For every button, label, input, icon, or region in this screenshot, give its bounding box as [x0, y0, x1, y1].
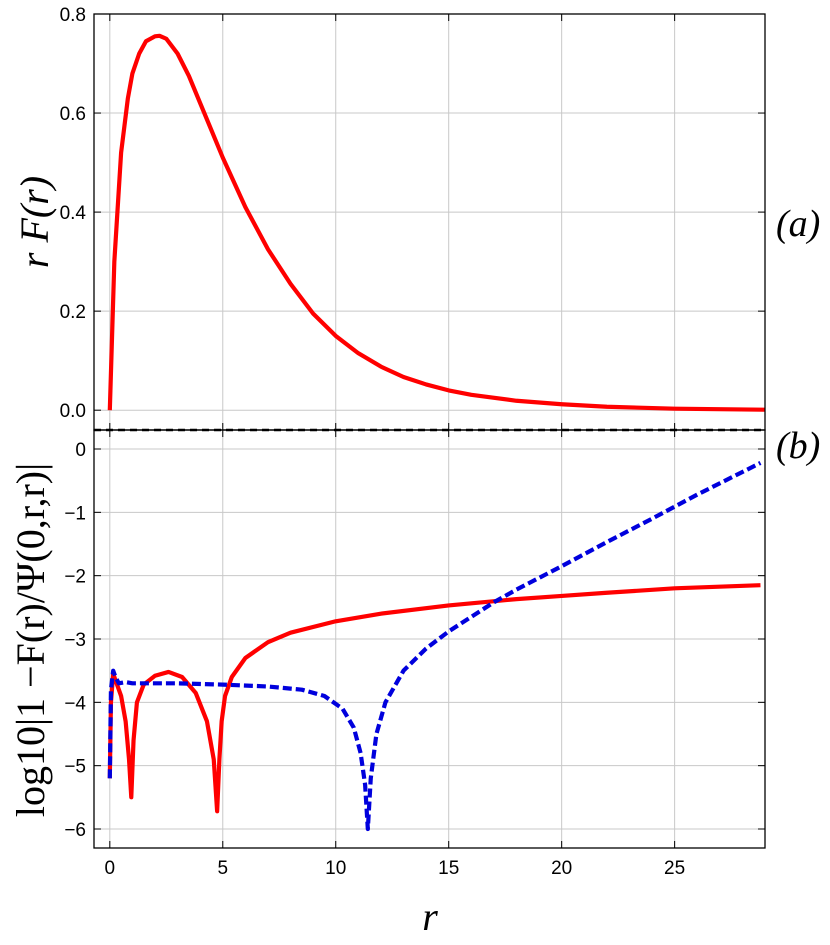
y-axis-title-a: r F(r) — [12, 176, 57, 268]
panel-a: 0.0 0.2 0.4 0.6 0.8 r F(r) (a) — [12, 5, 820, 431]
y-ticks-a: 0.0 0.2 0.4 0.6 0.8 — [60, 5, 87, 422]
panel-b: 0 −1 −2 −3 −4 −5 −6 0 5 10 15 20 25 log10|1 −F(r)/Ψ… — [8, 425, 820, 939]
y-tick-label: 0.4 — [60, 203, 87, 224]
plot-frame-a — [93, 13, 766, 431]
y-tick-label: 0 — [75, 440, 86, 461]
x-tick-label: 0 — [105, 858, 116, 879]
y-ticks-b: 0 −1 −2 −3 −4 −5 −6 — [64, 440, 86, 841]
panel-label-a: (a) — [776, 203, 820, 245]
x-tick-label: 10 — [325, 858, 346, 879]
series-line-1 — [107, 583, 761, 814]
y-tick-label: −6 — [64, 820, 86, 841]
series-line-2 — [107, 461, 762, 832]
y-tick-label: 0.0 — [60, 401, 86, 422]
x-axis-title: r — [422, 894, 438, 939]
series-a — [107, 33, 766, 412]
y-tick-label: −2 — [64, 567, 86, 588]
panel-label-b: (b) — [776, 425, 820, 467]
series-b — [107, 461, 762, 832]
x-tick-label: 5 — [217, 858, 228, 879]
y-tick-label: 0.8 — [60, 5, 86, 26]
x-tick-label: 25 — [664, 858, 685, 879]
grid-b — [94, 430, 765, 848]
x-tick-label: 20 — [551, 858, 572, 879]
grid-a — [94, 13, 765, 430]
x-ticks-b: 0 5 10 15 20 25 — [105, 858, 686, 879]
plot-frame-b — [93, 429, 766, 849]
y-tick-label: −4 — [64, 693, 86, 714]
y-tick-label: −1 — [64, 503, 86, 524]
series-line-1 — [107, 33, 766, 412]
y-axis-title-b: log10|1 −F(r)/Ψ(0,r,r)| — [8, 463, 53, 817]
y-tick-label: −5 — [64, 757, 86, 778]
y-tick-label: 0.6 — [60, 104, 86, 125]
y-tick-label: −3 — [64, 630, 86, 651]
y-tick-label: 0.2 — [60, 302, 86, 323]
x-tick-label: 15 — [438, 858, 459, 879]
